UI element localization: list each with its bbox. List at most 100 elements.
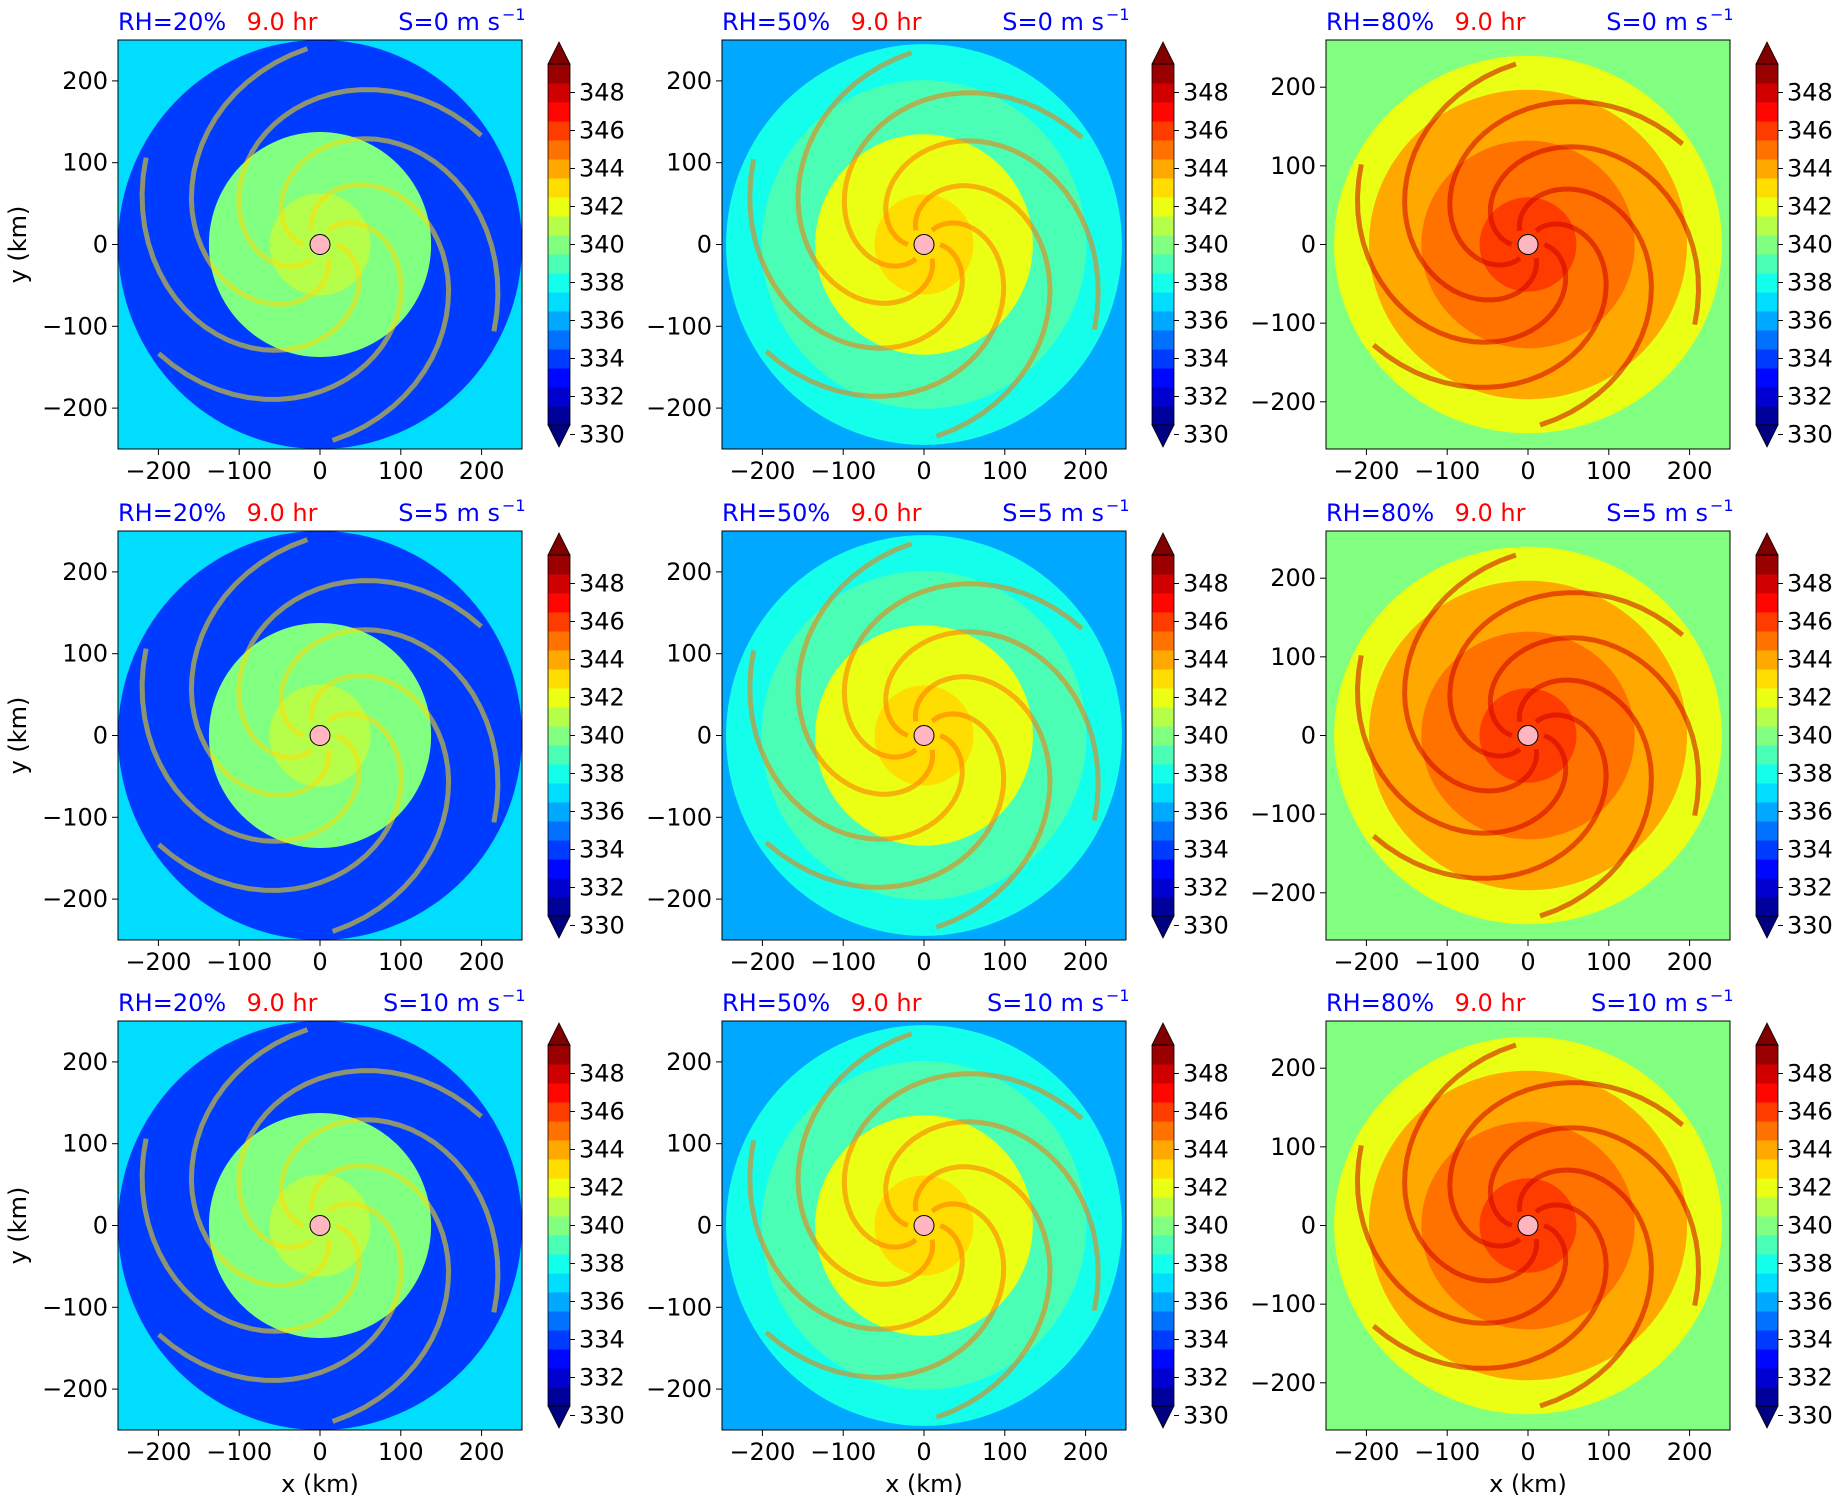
colorbar-level <box>1152 593 1174 613</box>
rh-label: RH=80% <box>1326 989 1434 1017</box>
colorbar-extend-top <box>547 532 571 556</box>
colorbar-level <box>548 802 570 822</box>
colorbar-level <box>548 1387 570 1407</box>
colorbar-level <box>1756 859 1778 879</box>
colorbar: 330 332 334 336 338 340 342 344 346 348 <box>547 41 625 449</box>
x-tick-label: 100 <box>1586 1438 1632 1466</box>
x-tick-label: 0 <box>312 1438 327 1466</box>
x-tick-label: −100 <box>1414 457 1480 485</box>
colorbar-level <box>1152 612 1174 632</box>
rh-label: RH=50% <box>722 989 830 1017</box>
colorbar-level <box>548 783 570 803</box>
colorbar-tick-label: 338 <box>1183 760 1229 788</box>
shear-label: S=5 m s <box>398 499 500 527</box>
colorbar-level <box>1152 688 1174 708</box>
colorbar-tick-label: 332 <box>1787 1364 1833 1392</box>
colorbar-level <box>548 669 570 689</box>
colorbar-tick-label: 340 <box>579 722 625 750</box>
colorbar-tick-label: 334 <box>1787 836 1833 864</box>
spiral-band-0 <box>139 157 362 353</box>
colorbar-level <box>1152 83 1174 103</box>
colorbar-level <box>1152 802 1174 822</box>
x-tick-label: −100 <box>1414 1438 1480 1466</box>
colorbar-level <box>548 273 570 293</box>
time-label: 9.0 hr <box>1455 499 1526 527</box>
colorbar-level <box>548 1178 570 1198</box>
y-tick-label: −100 <box>42 803 108 831</box>
colorbar-tick-label: 334 <box>1787 1326 1833 1354</box>
spiral-band-5 <box>157 1201 404 1383</box>
center-marker <box>913 1215 935 1236</box>
spiral-band-0 <box>747 650 965 842</box>
colorbar-level <box>1756 574 1778 594</box>
spiral-band-5 <box>764 1201 1007 1380</box>
colorbar-level <box>1152 368 1174 388</box>
time-label: 9.0 hr <box>851 989 922 1017</box>
colorbar: 330 332 334 336 338 340 342 344 346 348 <box>1755 532 1833 940</box>
colorbar-level <box>548 1159 570 1179</box>
heatmap-field <box>1326 40 1730 449</box>
colorbar-level <box>1756 1235 1778 1255</box>
colorbar-tick-label: 334 <box>579 1326 625 1354</box>
rh-label: RH=80% <box>1326 499 1434 527</box>
x-tick-label: 0 <box>916 1438 931 1466</box>
center-marker <box>309 1215 331 1236</box>
colorbar-tick-label: 336 <box>579 307 625 335</box>
colorbar-tick-label: 344 <box>1787 155 1833 183</box>
colorbar-level <box>548 1064 570 1084</box>
colorbar-level <box>1152 1178 1174 1198</box>
colorbar-level <box>1756 64 1778 84</box>
colorbar-level <box>1152 1235 1174 1255</box>
colorbar-level <box>1756 1311 1778 1331</box>
colorbar-tick-label: 340 <box>1183 1212 1229 1240</box>
colorbar-level <box>1152 783 1174 803</box>
y-tick-label: −100 <box>646 803 712 831</box>
spiral-band-3 <box>883 138 1101 330</box>
shear-superscript: −1 <box>1106 496 1130 515</box>
colorbar-tick-label: 340 <box>1183 722 1229 750</box>
spiral-band-4 <box>1516 1167 1654 1409</box>
colorbar-extend-bottom <box>547 1405 571 1429</box>
x-tick-label: 200 <box>1667 457 1713 485</box>
colorbar-extend-top <box>1755 41 1779 65</box>
colorbar-tick-label: 342 <box>1183 193 1229 221</box>
shear-label: S=0 m s <box>1606 8 1708 36</box>
spiral-band-4 <box>308 673 452 934</box>
colorbar-level <box>1756 726 1778 746</box>
colorbar-tick-label: 332 <box>1787 383 1833 411</box>
spiral-band-3 <box>1487 1125 1702 1307</box>
y-tick-label: −200 <box>42 394 108 422</box>
colorbar-tick-label: 330 <box>1787 1402 1833 1430</box>
shear-label: S=10 m s <box>987 989 1104 1017</box>
center-marker <box>1517 234 1539 255</box>
colorbar-extend-top <box>1151 41 1175 65</box>
colorbar-level <box>1152 254 1174 274</box>
shear-superscript: −1 <box>1710 496 1734 515</box>
colorbar-level <box>548 235 570 255</box>
colorbar-level <box>1152 878 1174 898</box>
panel-rh0-s0: −200 −100 0 100 200 −200 −100 0 100 200 RH=20% 9.0 … <box>4 5 625 485</box>
colorbar-level <box>1756 178 1778 198</box>
center-marker <box>1517 1215 1539 1236</box>
spiral-band-0 <box>1354 163 1569 345</box>
colorbar-level <box>548 707 570 727</box>
time-label: 9.0 hr <box>247 499 318 527</box>
colorbar-level <box>1152 349 1174 369</box>
colorbar-level <box>1152 159 1174 179</box>
panel-rh1-s2: −200 −100 0 100 200 −200 −100 0 100 200 RH=50% 9.0 … <box>646 986 1229 1498</box>
spiral-band-2 <box>841 90 1084 269</box>
y-tick-label: −100 <box>1250 309 1316 337</box>
y-tick-label: 200 <box>666 67 712 95</box>
colorbar-tick-label: 348 <box>1183 570 1229 598</box>
colorbar-extend-top <box>547 1022 571 1046</box>
colorbar-level <box>548 349 570 369</box>
colorbar-level <box>548 254 570 274</box>
colorbar-tick-label: 332 <box>1787 874 1833 902</box>
y-tick-label: 100 <box>62 1130 108 1158</box>
x-tick-label: 0 <box>916 948 931 976</box>
colorbar-tick-label: 340 <box>1183 231 1229 259</box>
colorbar-level <box>548 593 570 613</box>
y-tick-label: 0 <box>93 722 108 750</box>
colorbar: 330 332 334 336 338 340 342 344 346 348 <box>547 532 625 940</box>
spiral-band-0 <box>1354 1144 1569 1326</box>
